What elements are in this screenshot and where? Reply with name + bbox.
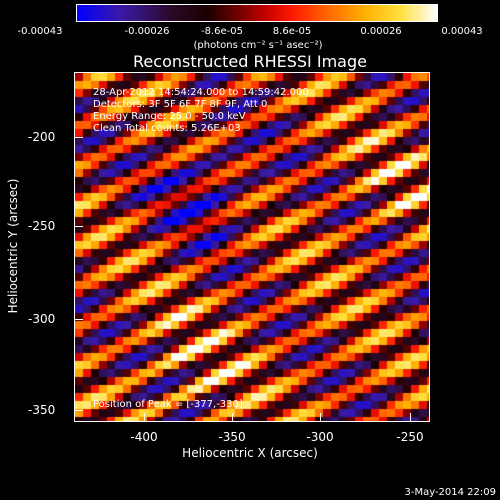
colorbar <box>76 4 438 22</box>
detectors-label: Detectors: 3F 5F 6F 7F 8F 9F, Att 0 <box>93 99 268 110</box>
y-tick-label: -300 <box>28 312 56 326</box>
y-tick-mark <box>74 137 83 138</box>
colorbar-tick: 0.00026 <box>360 26 402 37</box>
peak-position-label: Position of Peak = [-377,-330] <box>93 399 243 410</box>
x-tick-mark <box>320 413 321 422</box>
colorbar-units: (photons cm⁻² s⁻¹ asec⁻²) <box>193 40 323 51</box>
y-tick-mark <box>74 226 83 227</box>
x-tick-label: -300 <box>306 430 334 444</box>
colorbar-tick: -0.00043 <box>17 26 63 37</box>
image-title: Reconstructed RHESSI Image <box>133 52 367 71</box>
x-tick-mark <box>144 413 145 422</box>
y-tick-label: -200 <box>28 130 56 144</box>
y-tick-label: -350 <box>28 403 56 417</box>
energy-range-label: Energy Range: 25.0 - 50.0 keV <box>93 111 246 122</box>
colorbar-tick: -0.00026 <box>124 26 170 37</box>
x-tick-label: -350 <box>218 430 246 444</box>
colorbar-tick: -8.6e-05 <box>201 26 243 37</box>
colorbar-tick: 8.6e-05 <box>272 26 312 37</box>
y-axis-label: Heliocentric Y (arcsec) <box>6 178 20 314</box>
x-axis-label: Heliocentric X (arcsec) <box>182 446 318 460</box>
rhessi-image <box>75 73 429 421</box>
y-tick-mark <box>74 410 83 411</box>
x-tick-label: -250 <box>396 430 424 444</box>
time-range-label: 28-Apr-2012 14:54:24.000 to 14:59:42.000 <box>93 87 309 98</box>
y-tick-label: -250 <box>28 219 56 233</box>
y-tick-mark <box>74 319 83 320</box>
colorbar-tick: 0.00043 <box>441 26 483 37</box>
x-tick-label: -400 <box>130 430 158 444</box>
x-tick-mark <box>410 413 411 422</box>
image-plot: 28-Apr-2012 14:54:24.000 to 14:59:42.000… <box>74 72 430 422</box>
datestamp: 3-May-2014 22:09 <box>404 487 496 498</box>
method-counts-label: Clean Total counts: 5.26E+03 <box>93 123 241 134</box>
x-tick-mark <box>232 413 233 422</box>
